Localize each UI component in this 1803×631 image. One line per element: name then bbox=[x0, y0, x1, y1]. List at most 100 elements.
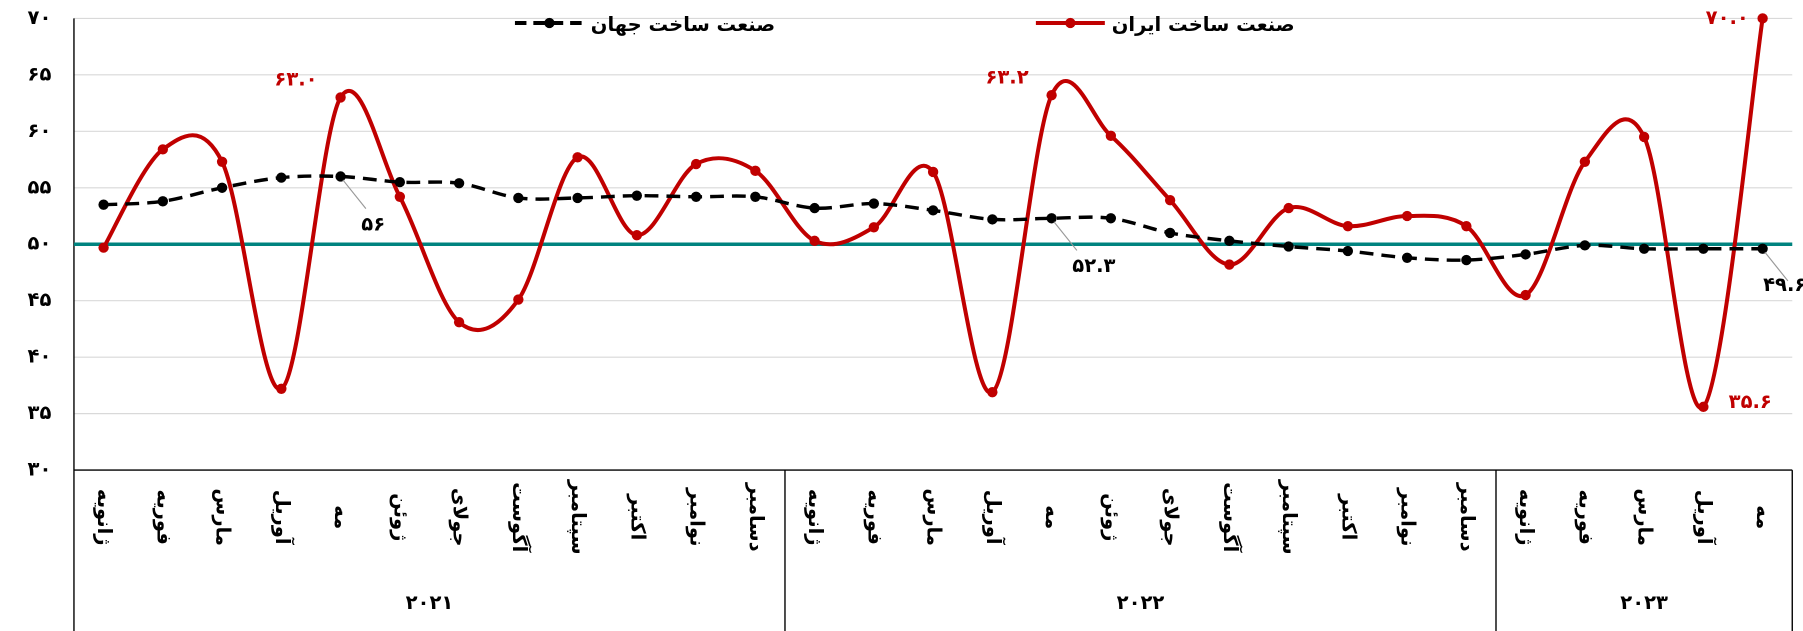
data-point bbox=[276, 172, 287, 183]
data-point bbox=[690, 158, 702, 170]
x-tick-label: مارس bbox=[212, 488, 235, 546]
y-tick-label: ۳۰ bbox=[28, 458, 52, 481]
data-point bbox=[1342, 245, 1354, 257]
data-point bbox=[335, 171, 346, 182]
data-label: ۷۰.۰ bbox=[1706, 6, 1749, 29]
x-tick-label: فوریه bbox=[863, 490, 886, 545]
data-point bbox=[1757, 243, 1768, 254]
x-tick-label: دسامبر bbox=[745, 482, 768, 552]
data-point bbox=[1461, 254, 1472, 266]
data-point bbox=[1046, 213, 1057, 224]
data-point bbox=[335, 92, 346, 103]
leader-line bbox=[1053, 221, 1078, 251]
data-point bbox=[1757, 13, 1768, 24]
leader-line bbox=[342, 179, 367, 210]
x-tick-label: دسامبر bbox=[1456, 482, 1479, 552]
group-label: ۲۰۲۲ bbox=[1117, 591, 1165, 614]
data-point bbox=[750, 165, 761, 177]
data-point bbox=[1638, 131, 1650, 143]
data-point bbox=[1164, 227, 1176, 239]
data-point bbox=[987, 386, 998, 398]
data-point bbox=[631, 190, 643, 201]
data-point bbox=[394, 191, 406, 202]
data-point bbox=[453, 316, 465, 328]
y-tick-label: ۶۵ bbox=[28, 62, 52, 85]
x-tick-label: مه bbox=[1041, 505, 1064, 529]
data-label: ۵۲.۳ bbox=[1072, 254, 1115, 277]
x-tick-label: ژانویه bbox=[804, 489, 827, 546]
data-label: ۳۵.۶ bbox=[1729, 390, 1772, 413]
x-tick-label: ژانویه bbox=[93, 489, 116, 546]
x-tick-label: ژوئن bbox=[389, 493, 412, 541]
data-point bbox=[1105, 130, 1117, 142]
data-point bbox=[809, 202, 820, 214]
data-point bbox=[572, 152, 583, 163]
data-point bbox=[1520, 249, 1531, 260]
data-point bbox=[276, 383, 287, 394]
data-point bbox=[98, 242, 109, 253]
legend-label: صنعت ساخت جهان bbox=[591, 13, 775, 36]
data-point bbox=[987, 214, 998, 225]
data-point bbox=[1342, 220, 1354, 232]
data-point bbox=[1401, 210, 1413, 222]
data-point bbox=[216, 182, 228, 193]
data-point bbox=[809, 235, 820, 247]
data-point bbox=[394, 176, 406, 188]
x-tick-label: اکتبر bbox=[1337, 493, 1360, 540]
legend-marker bbox=[1065, 17, 1076, 29]
y-tick-label: ۷۰ bbox=[28, 6, 52, 29]
data-point bbox=[1164, 195, 1176, 206]
x-tick-label: آگوست bbox=[508, 482, 532, 553]
data-point bbox=[927, 166, 939, 178]
x-tick-label: آوریل bbox=[982, 490, 1006, 546]
data-point bbox=[927, 205, 939, 216]
data-point bbox=[1224, 259, 1235, 270]
x-tick-label: آوریل bbox=[271, 490, 295, 546]
x-tick-label: سپتامبر bbox=[567, 479, 590, 555]
group-label: ۲۰۲۱ bbox=[406, 591, 454, 614]
data-point bbox=[1520, 289, 1531, 301]
data-point bbox=[631, 230, 643, 241]
x-tick-label: جولای bbox=[449, 488, 472, 547]
data-point bbox=[1224, 235, 1235, 247]
data-point bbox=[868, 198, 880, 209]
data-point bbox=[1579, 240, 1591, 251]
x-tick-label: مه bbox=[330, 505, 353, 529]
y-tick-label: ۵۵ bbox=[28, 175, 52, 198]
y-tick-label: ۴۰ bbox=[28, 345, 52, 368]
data-label: ۶۳.۰ bbox=[274, 68, 317, 91]
x-tick-label: فوریه bbox=[1574, 490, 1597, 545]
data-point bbox=[868, 222, 880, 233]
data-point bbox=[1698, 401, 1709, 413]
x-tick-label: نوامبر bbox=[1397, 487, 1420, 546]
data-label: ۴۹.۶ bbox=[1763, 273, 1803, 296]
data-point bbox=[1698, 243, 1709, 254]
x-tick-label: ژانویه bbox=[1515, 489, 1538, 546]
data-point bbox=[1401, 252, 1413, 263]
legend-label: صنعت ساخت ایران bbox=[1112, 13, 1295, 36]
y-tick-label: ۵۰ bbox=[28, 232, 52, 255]
x-tick-label: اکتبر bbox=[626, 493, 649, 540]
y-tick-label: ۳۵ bbox=[28, 401, 52, 424]
x-tick-label: نوامبر bbox=[686, 487, 709, 546]
series-line bbox=[103, 174, 1763, 262]
data-point bbox=[1461, 220, 1472, 232]
data-point bbox=[1283, 202, 1294, 214]
data-point bbox=[750, 191, 761, 202]
data-point bbox=[1579, 156, 1591, 167]
data-point bbox=[453, 178, 465, 189]
x-tick-label: فوریه bbox=[152, 490, 175, 545]
series-line bbox=[101, 18, 1765, 410]
data-point bbox=[690, 191, 702, 202]
data-point bbox=[157, 144, 169, 155]
data-point bbox=[513, 192, 524, 204]
x-tick-label: آگوست bbox=[1219, 482, 1243, 553]
x-tick-label: مارس bbox=[1634, 488, 1657, 546]
y-tick-label: ۶۰ bbox=[28, 119, 52, 142]
data-label: ۵۶ bbox=[361, 212, 385, 235]
data-point bbox=[1105, 213, 1117, 224]
x-tick-label: جولای bbox=[1160, 488, 1183, 547]
y-tick-label: ۴۵ bbox=[28, 288, 52, 311]
